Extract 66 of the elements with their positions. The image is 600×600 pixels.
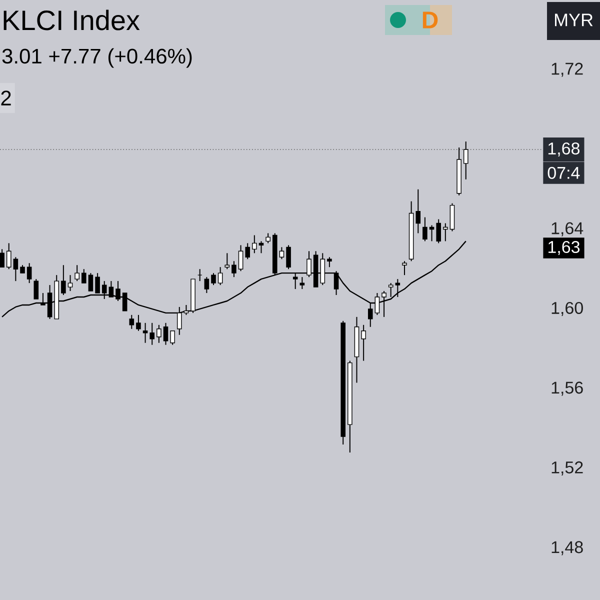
- candlestick: [218, 266, 223, 286]
- candlestick: [170, 330, 175, 346]
- text: 3.01 +7.77 (+0.46%): [2, 48, 192, 68]
- candlestick: [116, 280, 120, 302]
- candlestick: [450, 202, 455, 232]
- candlestick: [463, 141, 468, 180]
- candlestick: [68, 274, 73, 292]
- candlestick: [74, 264, 80, 282]
- candlestick: [320, 252, 326, 286]
- candlestick: [422, 216, 428, 242]
- candlestick: [361, 324, 366, 362]
- candlestick: [292, 272, 298, 290]
- y-tick-label: 1,60: [552, 302, 583, 316]
- candlestick: [122, 292, 128, 312]
- annotation: D: [422, 12, 438, 28]
- candlestick: [88, 272, 94, 292]
- chart-title: KLCI Index: [4, 10, 140, 30]
- candlestick: [108, 280, 114, 298]
- annotation: 2: [1, 90, 11, 106]
- candlestick: [327, 256, 332, 268]
- candlestick: [443, 222, 448, 242]
- candlestick: [266, 232, 270, 244]
- candlestick: [252, 234, 257, 254]
- candlestick: [402, 260, 407, 276]
- candlestick: [388, 282, 394, 298]
- y-tick-label: 1,72: [552, 62, 583, 77]
- candlestick: [40, 292, 46, 306]
- candlestick: [34, 278, 39, 300]
- candlestick: [224, 252, 230, 270]
- y-tick-label: 1,64: [552, 222, 584, 236]
- candlestick: [334, 270, 339, 296]
- y-tick-label: 1,48: [552, 541, 583, 556]
- candlestick: [13, 256, 18, 282]
- candlestick: [61, 264, 66, 296]
- candlestick: [204, 276, 210, 294]
- candlestick: [258, 240, 264, 254]
- candlestick: [429, 224, 434, 242]
- candlestick: [142, 322, 148, 344]
- candlestick: [102, 280, 107, 300]
- candlestick: [82, 268, 86, 284]
- candlestick: [238, 244, 244, 272]
- candlestick: [156, 324, 162, 344]
- candlestick: [395, 278, 400, 298]
- candlestick: [306, 250, 312, 278]
- candlestick: [286, 244, 291, 270]
- text: 07:4: [548, 166, 580, 179]
- candlestick: [136, 314, 141, 332]
- candlestick: [211, 272, 216, 286]
- text: 1,63: [548, 240, 580, 256]
- candlestick: [279, 246, 284, 260]
- candlestick: [129, 314, 134, 330]
- candlestick: [300, 276, 305, 290]
- candlestick: [26, 262, 32, 284]
- candlestick: [150, 322, 155, 346]
- candlestick: [436, 218, 441, 244]
- text: MYR: [555, 14, 593, 26]
- candlestick: [416, 188, 421, 234]
- candlestick: [232, 260, 236, 278]
- candlestick: [245, 242, 250, 260]
- ref-line-label: 1,68: [548, 142, 580, 157]
- candlestick: [0, 248, 4, 268]
- candlestick: [95, 272, 100, 294]
- y-tick-label: 1,56: [552, 382, 583, 396]
- y-tick-label: 1,52: [552, 461, 583, 476]
- candlestick: [6, 242, 12, 270]
- candlestick: [163, 322, 168, 346]
